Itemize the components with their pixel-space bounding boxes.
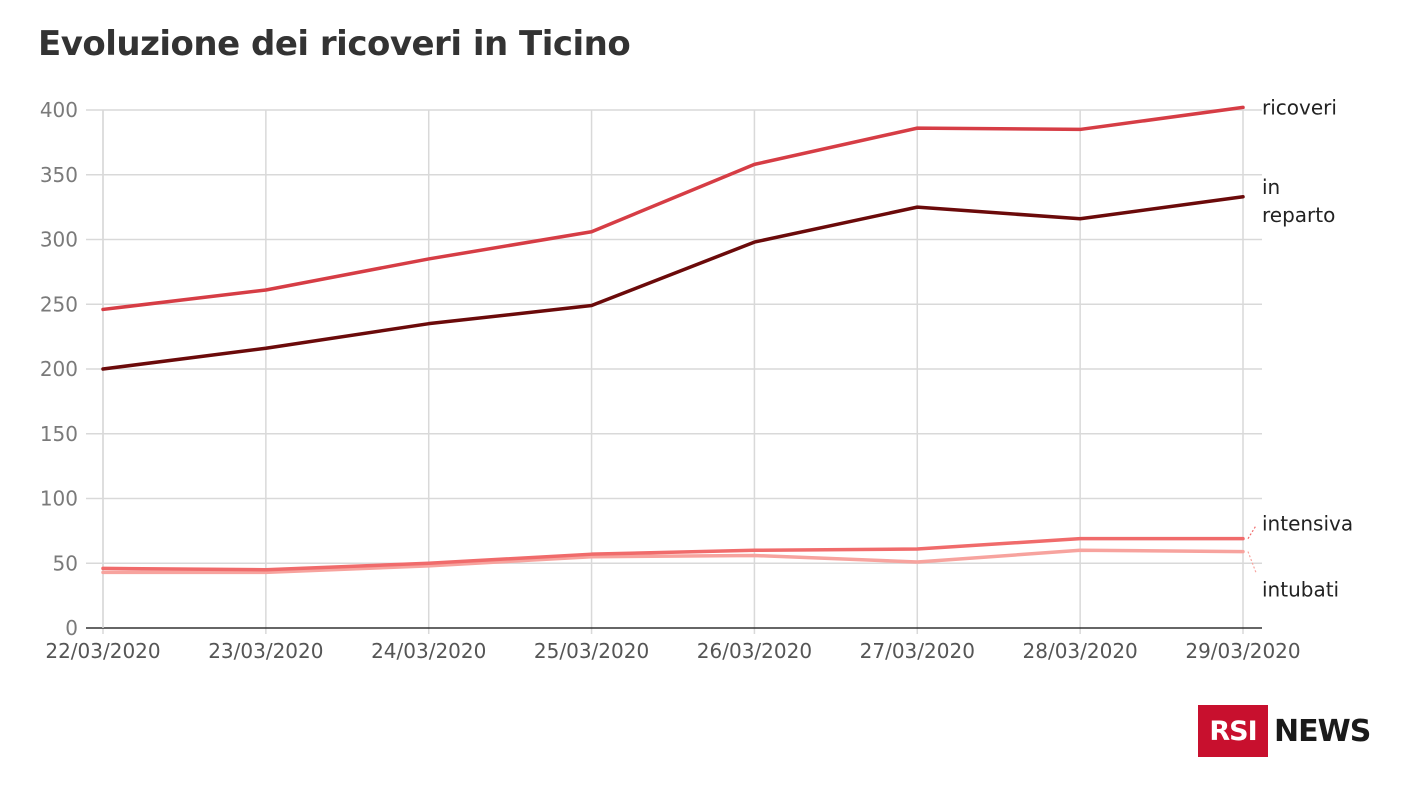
series-label-line: in: [1262, 175, 1280, 199]
x-tick-label: 25/03/2020: [534, 639, 649, 663]
series-label-intensiva: intensiva: [1262, 512, 1353, 536]
y-axis: 0 50 100 150 200 250 300 350 400: [40, 98, 1262, 640]
series-label-line: reparto: [1262, 203, 1335, 227]
series-lines: [101, 105, 1245, 575]
y-tick-label: 400: [40, 98, 78, 122]
y-tick-label: 350: [40, 163, 78, 187]
y-tick-label: 100: [40, 487, 78, 511]
x-tick-label: 23/03/2020: [208, 639, 323, 663]
series-label-in-reparto: in reparto: [1262, 175, 1335, 227]
x-tick-label: 28/03/2020: [1023, 639, 1138, 663]
series-line-intubati: [101, 548, 1245, 575]
series-label-line: intubati: [1262, 578, 1339, 602]
x-tick-label: 29/03/2020: [1185, 639, 1300, 663]
y-tick-label: 50: [53, 551, 78, 575]
x-tick-label: 24/03/2020: [371, 639, 486, 663]
y-tick-label: 0: [65, 616, 78, 640]
y-tick-label: 200: [40, 357, 78, 381]
logo-text: NEWS: [1274, 713, 1371, 749]
y-tick-label: 150: [40, 422, 78, 446]
series-label-intubati: intubati: [1262, 578, 1339, 602]
y-tick-label: 250: [40, 292, 78, 316]
label-leader-intubati: [1247, 551, 1257, 573]
series-labels: ricoveri in reparto intensiva intubati: [1247, 95, 1353, 602]
series-label-line: intensiva: [1262, 512, 1353, 536]
series-line-intensiva: [101, 536, 1245, 572]
x-tick-label: 22/03/2020: [45, 639, 160, 663]
series-label-line: ricoveri: [1262, 95, 1337, 119]
logo-box: RSI: [1198, 705, 1268, 757]
series-line-ricoveri: [101, 105, 1245, 312]
rsi-news-logo: RSI NEWS: [1198, 705, 1371, 757]
x-tick-label: 26/03/2020: [697, 639, 812, 663]
label-leader-intensiva: [1247, 525, 1257, 539]
chart-title: Evoluzione dei ricoveri in Ticino: [38, 24, 631, 64]
x-axis: 22/03/2020 23/03/2020 24/03/2020 25/03/2020…: [45, 639, 1300, 663]
series-line-in-reparto: [101, 195, 1245, 371]
series-label-ricoveri: ricoveri: [1262, 95, 1337, 119]
x-tick-label: 27/03/2020: [860, 639, 975, 663]
y-tick-label: 300: [40, 228, 78, 252]
